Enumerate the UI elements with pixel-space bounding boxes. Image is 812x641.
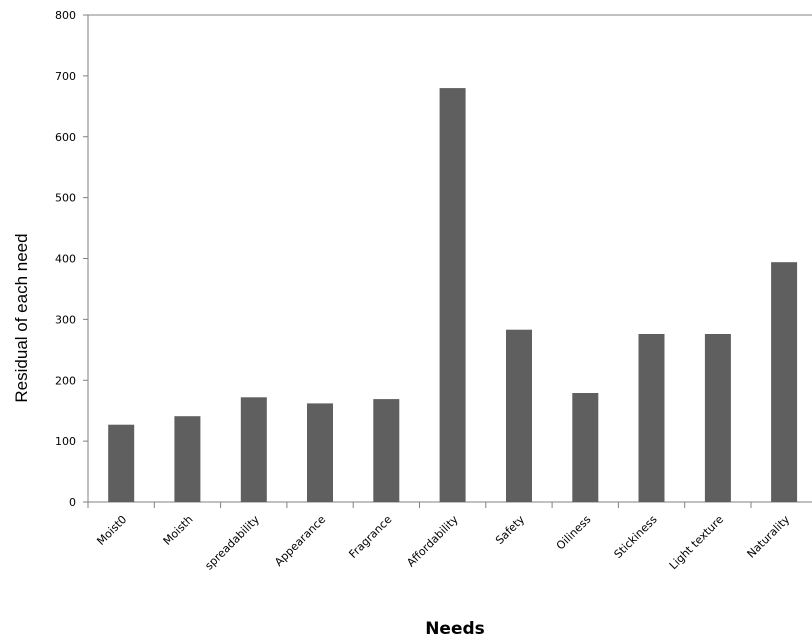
y-tick-label: 700: [55, 70, 76, 83]
x-tick-label: Naturality: [745, 513, 793, 561]
x-tick-label: Stickiness: [612, 513, 660, 561]
bar-fragrance: [373, 399, 400, 502]
x-tick-label: Moisth: [161, 513, 196, 548]
bar-moist0: [108, 424, 135, 502]
bar-light-texture: [704, 334, 731, 502]
y-axis-ticks: 0 100 200 300 400 500 600 700 800: [55, 9, 88, 509]
bar-stickiness: [638, 334, 665, 502]
bar-affordability: [439, 88, 466, 502]
x-axis-ticks: Moist0 Moisth spreadability Appearance Fragr…: [87, 502, 793, 573]
y-tick-label: 800: [55, 9, 76, 22]
y-axis-label: Residual of each need: [12, 233, 31, 402]
x-tick-label: spreadability: [202, 513, 262, 573]
x-tick-label: Fragrance: [346, 513, 394, 561]
y-tick-label: 600: [55, 131, 76, 144]
x-tick-label: Moist0: [94, 513, 129, 548]
x-axis-label: Needs: [425, 619, 485, 639]
y-tick-label: 400: [55, 253, 76, 266]
bars: [108, 88, 798, 502]
y-tick-label: 100: [55, 435, 76, 448]
y-tick-label: 500: [55, 192, 76, 205]
x-tick-label: Light texture: [667, 513, 726, 572]
y-tick-label: 200: [55, 374, 76, 387]
bar-naturality: [771, 262, 798, 502]
x-tick-label: Safety: [493, 513, 527, 547]
bar-spreadability: [240, 397, 267, 502]
x-tick-label: Oiliness: [554, 513, 594, 553]
bar-oiliness: [572, 393, 599, 502]
x-tick-label: Affordability: [404, 513, 461, 570]
y-tick-label: 300: [55, 313, 76, 326]
bar-moisth: [174, 416, 201, 502]
bar-appearance: [307, 403, 333, 502]
x-tick-label: Appearance: [272, 513, 328, 569]
bar-safety: [506, 329, 532, 502]
y-tick-label: 0: [69, 496, 76, 509]
